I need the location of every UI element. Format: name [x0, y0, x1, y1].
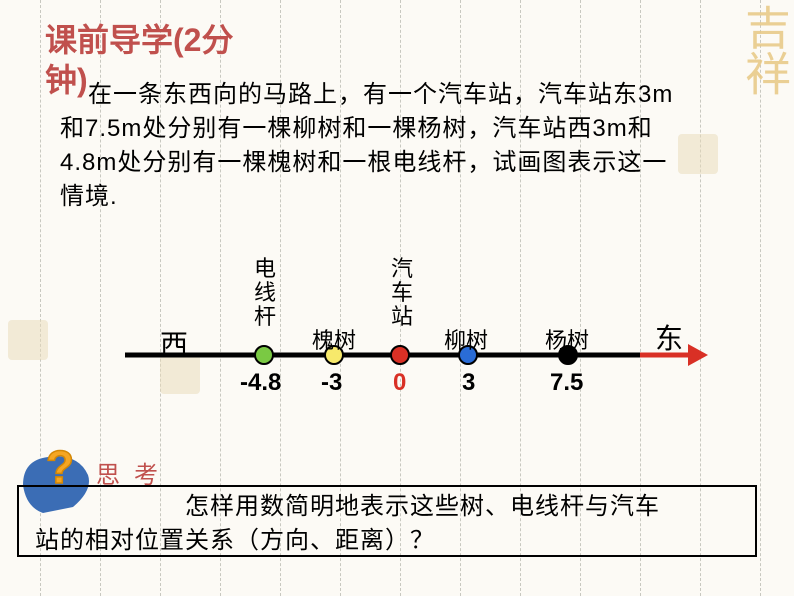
body-line3: 4.8m处分别有一棵槐树和一根电线杆，试画图表示这一	[60, 146, 760, 180]
body-line2: 和7.5m处分别有一棵柳树和一棵杨树，汽车站西3m和	[60, 112, 760, 146]
label-pole: 电线杆	[253, 257, 277, 329]
problem-statement: 在一条东西向的马路上，有一个汽车站，汽车站东3m 和7.5m处分别有一棵柳树和一…	[60, 78, 760, 214]
number-line-diagram: 西 东 电线杆 -4.8 槐树 -3 汽车站 0 柳树 3 杨树 7.5	[40, 255, 760, 415]
body-line1: 在一条东西向的马路上，有一个汽车站，汽车站东3m	[60, 78, 760, 112]
east-label: 东	[655, 317, 683, 357]
value-station: 0	[393, 369, 406, 397]
label-liu: 柳树	[444, 323, 488, 355]
question-line1: 怎样用数简明地表示这些树、电线杆与汽车	[185, 490, 660, 524]
label-yang: 杨树	[545, 323, 589, 355]
value-huai: -3	[321, 369, 342, 397]
label-station: 汽车站	[390, 257, 414, 329]
value-yang: 7.5	[550, 369, 583, 397]
value-pole: -4.8	[240, 369, 281, 397]
west-label: 西	[160, 323, 188, 363]
title-line1: 课前导学(2分	[45, 22, 233, 58]
label-huai: 槐树	[312, 323, 356, 355]
value-liu: 3	[462, 369, 475, 397]
question-line2: 站的相对位置关系（方向、距离）？	[35, 524, 435, 558]
body-line4: 情境.	[60, 180, 760, 214]
